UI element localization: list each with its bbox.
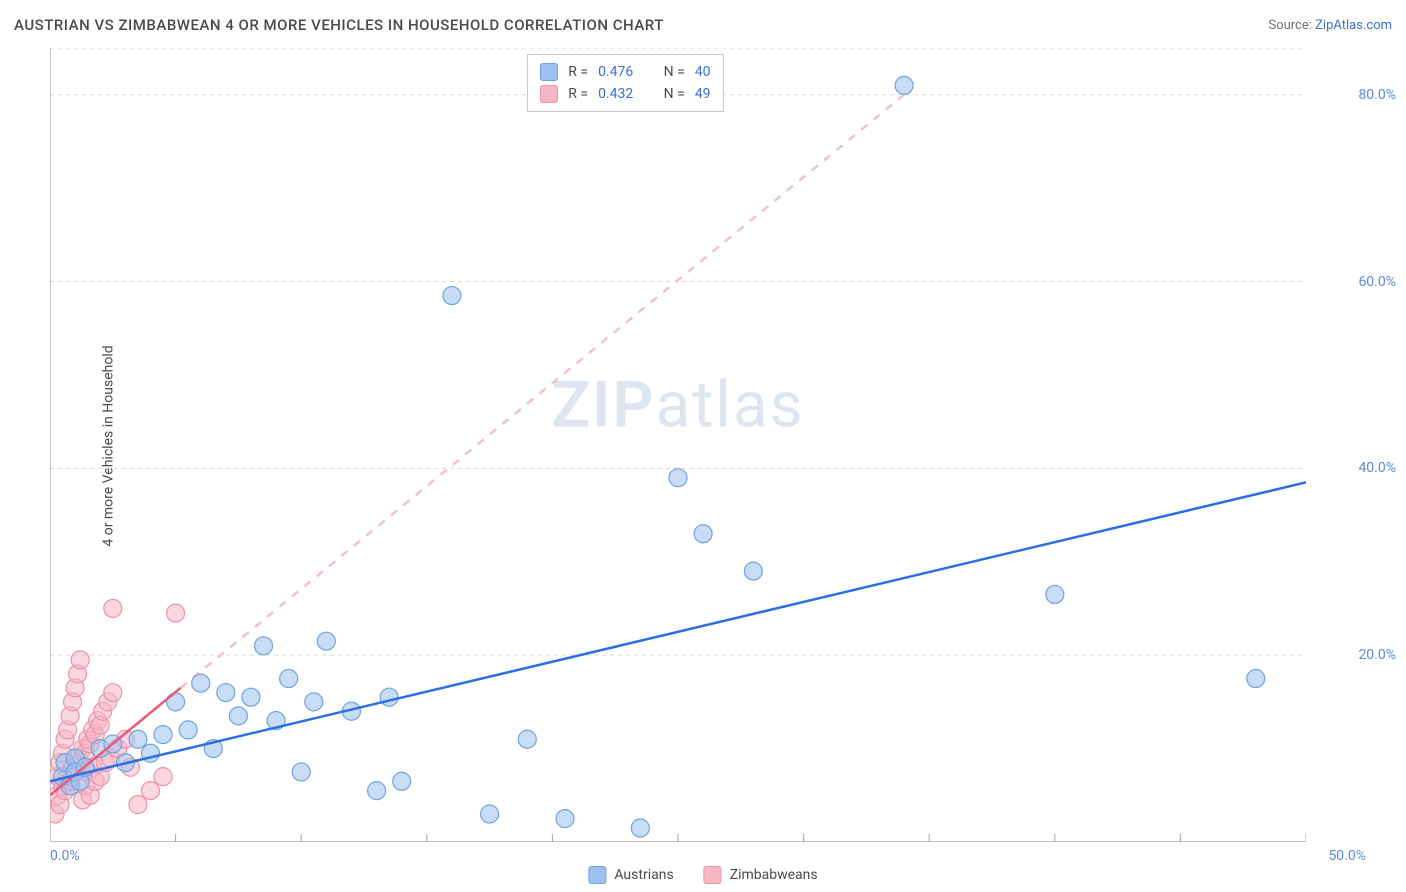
y-tick-label: 60.0%: [1316, 274, 1396, 290]
plot-svg: [50, 48, 1306, 842]
legend-label: Zimbabweans: [730, 867, 818, 883]
legend-swatch: [704, 866, 722, 884]
source-prefix: Source:: [1268, 18, 1315, 33]
stats-legend: R = 0.476 N = 40R = 0.432 N = 49: [527, 54, 723, 112]
series-legend: Austrians Zimbabweans: [588, 866, 817, 884]
stats-row: R = 0.476 N = 40: [540, 61, 710, 83]
plot-area: ZIPatlas 20.0%40.0%60.0%80.0% 0.0%50.0% …: [50, 48, 1306, 842]
legend-item: Austrians: [588, 866, 673, 884]
source-link[interactable]: ZipAtlas.com: [1315, 18, 1392, 33]
x-tick-label: 0.0%: [50, 848, 80, 864]
y-tick-label: 80.0%: [1316, 87, 1396, 103]
x-tick-label: 50.0%: [1328, 848, 1366, 864]
legend-label: Austrians: [614, 867, 673, 883]
chart-title: AUSTRIAN VS ZIMBABWEAN 4 OR MORE VEHICLE…: [14, 16, 664, 34]
legend-swatch: [540, 85, 558, 103]
legend-swatch: [588, 866, 606, 884]
legend-swatch: [540, 63, 558, 81]
legend-item: Zimbabweans: [704, 866, 818, 884]
y-tick-label: 40.0%: [1316, 460, 1396, 476]
chart-source: Source: ZipAtlas.com: [1268, 18, 1392, 33]
stats-row: R = 0.432 N = 49: [540, 83, 710, 105]
y-tick-label: 20.0%: [1316, 647, 1396, 663]
